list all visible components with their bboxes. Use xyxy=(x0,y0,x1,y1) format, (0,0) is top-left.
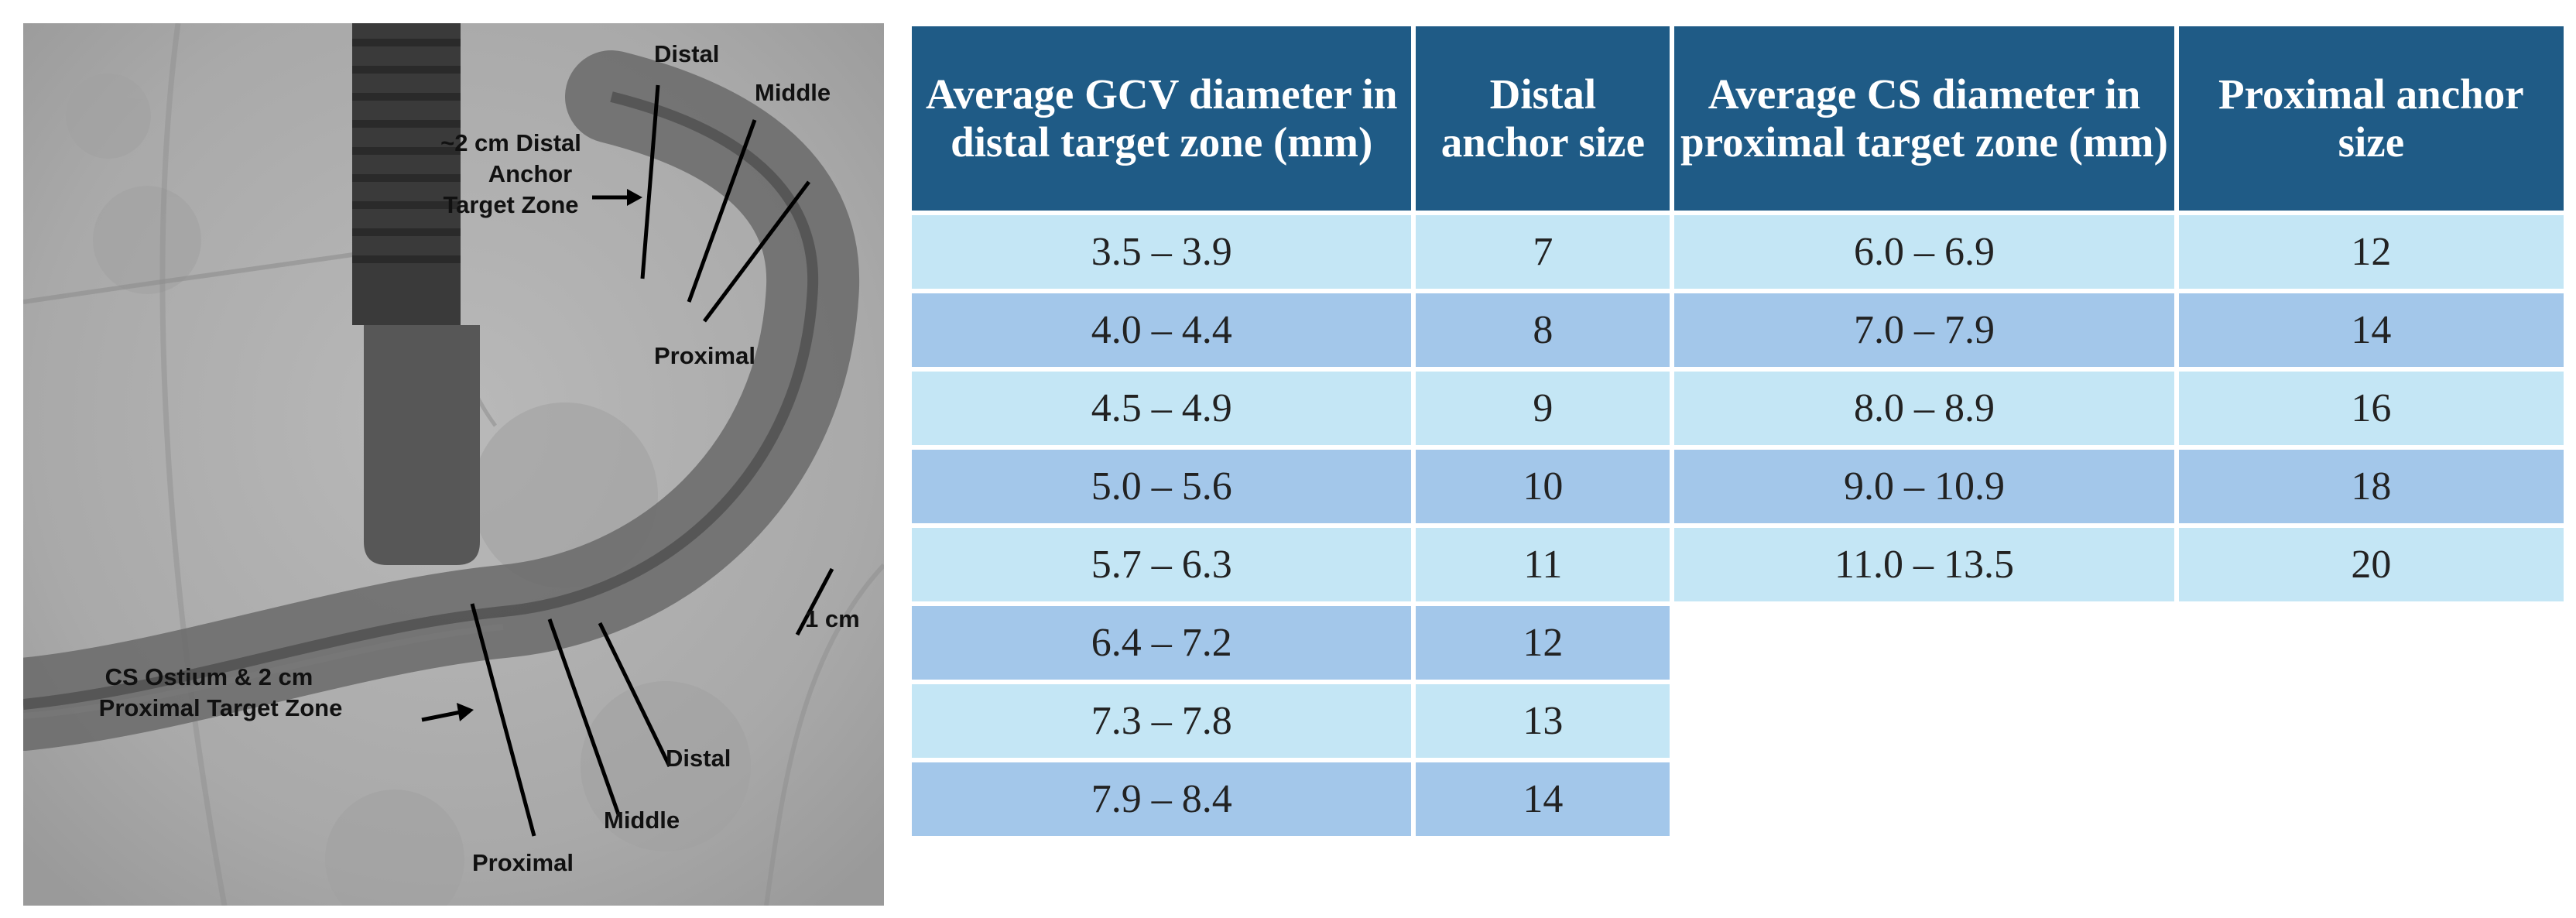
cell-gcv-range: 5.7 – 6.3 xyxy=(912,528,1412,601)
cell-cs-range: 7.0 – 7.9 xyxy=(1674,293,2174,367)
cell-distal-size: 14 xyxy=(1416,762,1670,836)
label-proximal-bottom: Proximal xyxy=(472,849,574,876)
anchor-size-table: Average GCV diameter in distal target zo… xyxy=(907,22,2568,841)
cell-proximal-size: 12 xyxy=(2178,215,2564,289)
table-row: 5.7 – 6.3 11 11.0 – 13.5 20 xyxy=(912,528,2564,601)
header-distal-anchor-size: Distal anchor size xyxy=(1416,26,1670,211)
cell-cs-range: 6.0 – 6.9 xyxy=(1674,215,2174,289)
table-row: 4.5 – 4.9 9 8.0 – 8.9 16 xyxy=(912,372,2564,445)
cell-proximal-size: 20 xyxy=(2178,528,2564,601)
cell-distal-size: 7 xyxy=(1416,215,1670,289)
label-proximal-top: Proximal xyxy=(654,342,755,369)
proximal-zone-lines xyxy=(470,603,672,837)
table-row: 4.0 – 4.4 8 7.0 – 7.9 14 xyxy=(912,293,2564,367)
cell-gcv-range: 4.5 – 4.9 xyxy=(912,372,1412,445)
table-header-row: Average GCV diameter in distal target zo… xyxy=(912,26,2564,211)
label-cs-ostium-2: Proximal Target Zone xyxy=(99,694,343,721)
label-distal-zone-3: Target Zone xyxy=(443,191,578,218)
table-row: 3.5 – 3.9 7 6.0 – 6.9 12 xyxy=(912,215,2564,289)
cell-distal-size: 11 xyxy=(1416,528,1670,601)
cell-empty xyxy=(1674,762,2174,836)
fluoroscopy-image: Distal Middle ~2 cm Distal Anchor Target… xyxy=(23,23,884,906)
cell-cs-range: 8.0 – 8.9 xyxy=(1674,372,2174,445)
cell-proximal-size: 14 xyxy=(2178,293,2564,367)
cell-empty xyxy=(1674,684,2174,758)
table-row: 7.3 – 7.8 13 xyxy=(912,684,2564,758)
label-scale-bar: 1 cm xyxy=(805,605,860,632)
cell-gcv-range: 6.4 – 7.2 xyxy=(912,606,1412,680)
table-row: 5.0 – 5.6 10 9.0 – 10.9 18 xyxy=(912,450,2564,523)
cell-empty xyxy=(1674,606,2174,680)
table-row: 7.9 – 8.4 14 xyxy=(912,762,2564,836)
distal-arrow xyxy=(592,189,642,206)
header-gcv-diameter: Average GCV diameter in distal target zo… xyxy=(912,26,1412,211)
proximal-arrow xyxy=(421,703,474,722)
cell-proximal-size: 18 xyxy=(2178,450,2564,523)
cell-proximal-size: 16 xyxy=(2178,372,2564,445)
cell-gcv-range: 7.9 – 8.4 xyxy=(912,762,1412,836)
cell-gcv-range: 3.5 – 3.9 xyxy=(912,215,1412,289)
cell-empty xyxy=(2178,606,2564,680)
cell-distal-size: 9 xyxy=(1416,372,1670,445)
cs-device xyxy=(23,50,860,751)
label-distal-zone-1: ~2 cm Distal xyxy=(440,129,581,156)
cell-distal-size: 13 xyxy=(1416,684,1670,758)
cell-empty xyxy=(2178,762,2564,836)
table-row: 6.4 – 7.2 12 xyxy=(912,606,2564,680)
label-distal-zone-2: Anchor xyxy=(488,160,573,187)
header-cs-diameter: Average CS diameter in proximal target z… xyxy=(1674,26,2174,211)
cell-distal-size: 12 xyxy=(1416,606,1670,680)
label-distal-bottom: Distal xyxy=(666,745,731,772)
label-middle-top: Middle xyxy=(755,79,831,106)
cell-cs-range: 9.0 – 10.9 xyxy=(1674,450,2174,523)
delivery-catheter xyxy=(352,23,480,565)
label-middle-bottom: Middle xyxy=(604,807,680,834)
cell-empty xyxy=(2178,684,2564,758)
scale-bar xyxy=(795,567,834,636)
cell-distal-size: 10 xyxy=(1416,450,1670,523)
cell-gcv-range: 4.0 – 4.4 xyxy=(912,293,1412,367)
header-proximal-anchor-size: Proximal anchor size xyxy=(2178,26,2564,211)
cell-cs-range: 11.0 – 13.5 xyxy=(1674,528,2174,601)
cell-distal-size: 8 xyxy=(1416,293,1670,367)
cell-gcv-range: 7.3 – 7.8 xyxy=(912,684,1412,758)
label-distal-top: Distal xyxy=(654,40,719,67)
cell-gcv-range: 5.0 – 5.6 xyxy=(912,450,1412,523)
distal-zone-lines xyxy=(640,84,810,323)
label-cs-ostium-1: CS Ostium & 2 cm xyxy=(105,663,313,690)
